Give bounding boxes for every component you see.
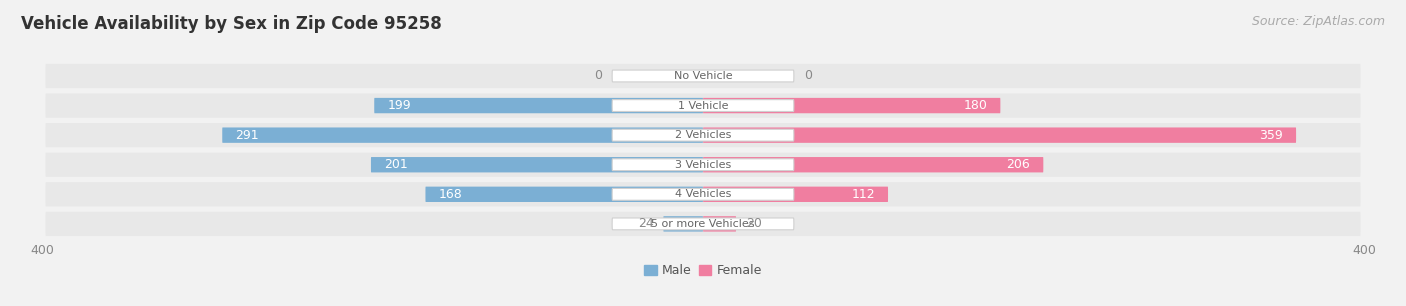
- Text: 20: 20: [747, 217, 762, 230]
- FancyBboxPatch shape: [612, 100, 794, 111]
- FancyBboxPatch shape: [612, 70, 794, 82]
- FancyBboxPatch shape: [45, 153, 1361, 177]
- Text: 206: 206: [1007, 158, 1031, 171]
- FancyBboxPatch shape: [222, 128, 703, 143]
- Text: 4 Vehicles: 4 Vehicles: [675, 189, 731, 199]
- FancyBboxPatch shape: [371, 157, 703, 172]
- Text: No Vehicle: No Vehicle: [673, 71, 733, 81]
- FancyBboxPatch shape: [703, 157, 1043, 172]
- FancyBboxPatch shape: [664, 216, 703, 232]
- Text: Source: ZipAtlas.com: Source: ZipAtlas.com: [1251, 15, 1385, 28]
- FancyBboxPatch shape: [612, 159, 794, 171]
- FancyBboxPatch shape: [612, 218, 794, 230]
- Text: 201: 201: [384, 158, 408, 171]
- Text: 2 Vehicles: 2 Vehicles: [675, 130, 731, 140]
- Text: 5 or more Vehicles: 5 or more Vehicles: [651, 219, 755, 229]
- Text: 180: 180: [963, 99, 987, 112]
- Legend: Male, Female: Male, Female: [640, 259, 766, 282]
- Text: 112: 112: [851, 188, 875, 201]
- FancyBboxPatch shape: [45, 212, 1361, 236]
- Text: 0: 0: [804, 69, 811, 83]
- FancyBboxPatch shape: [374, 98, 703, 113]
- Text: Vehicle Availability by Sex in Zip Code 95258: Vehicle Availability by Sex in Zip Code …: [21, 15, 441, 33]
- FancyBboxPatch shape: [45, 182, 1361, 207]
- FancyBboxPatch shape: [612, 188, 794, 200]
- FancyBboxPatch shape: [703, 128, 1296, 143]
- Text: 24: 24: [638, 217, 654, 230]
- Text: 199: 199: [388, 99, 411, 112]
- FancyBboxPatch shape: [45, 93, 1361, 118]
- Text: 359: 359: [1260, 129, 1282, 142]
- FancyBboxPatch shape: [45, 64, 1361, 88]
- FancyBboxPatch shape: [703, 98, 1001, 113]
- FancyBboxPatch shape: [612, 129, 794, 141]
- Text: 3 Vehicles: 3 Vehicles: [675, 160, 731, 170]
- FancyBboxPatch shape: [703, 187, 889, 202]
- Text: 291: 291: [235, 129, 259, 142]
- Text: 0: 0: [595, 69, 602, 83]
- FancyBboxPatch shape: [426, 187, 703, 202]
- Text: 168: 168: [439, 188, 463, 201]
- FancyBboxPatch shape: [45, 123, 1361, 147]
- Text: 1 Vehicle: 1 Vehicle: [678, 101, 728, 110]
- FancyBboxPatch shape: [703, 216, 737, 232]
